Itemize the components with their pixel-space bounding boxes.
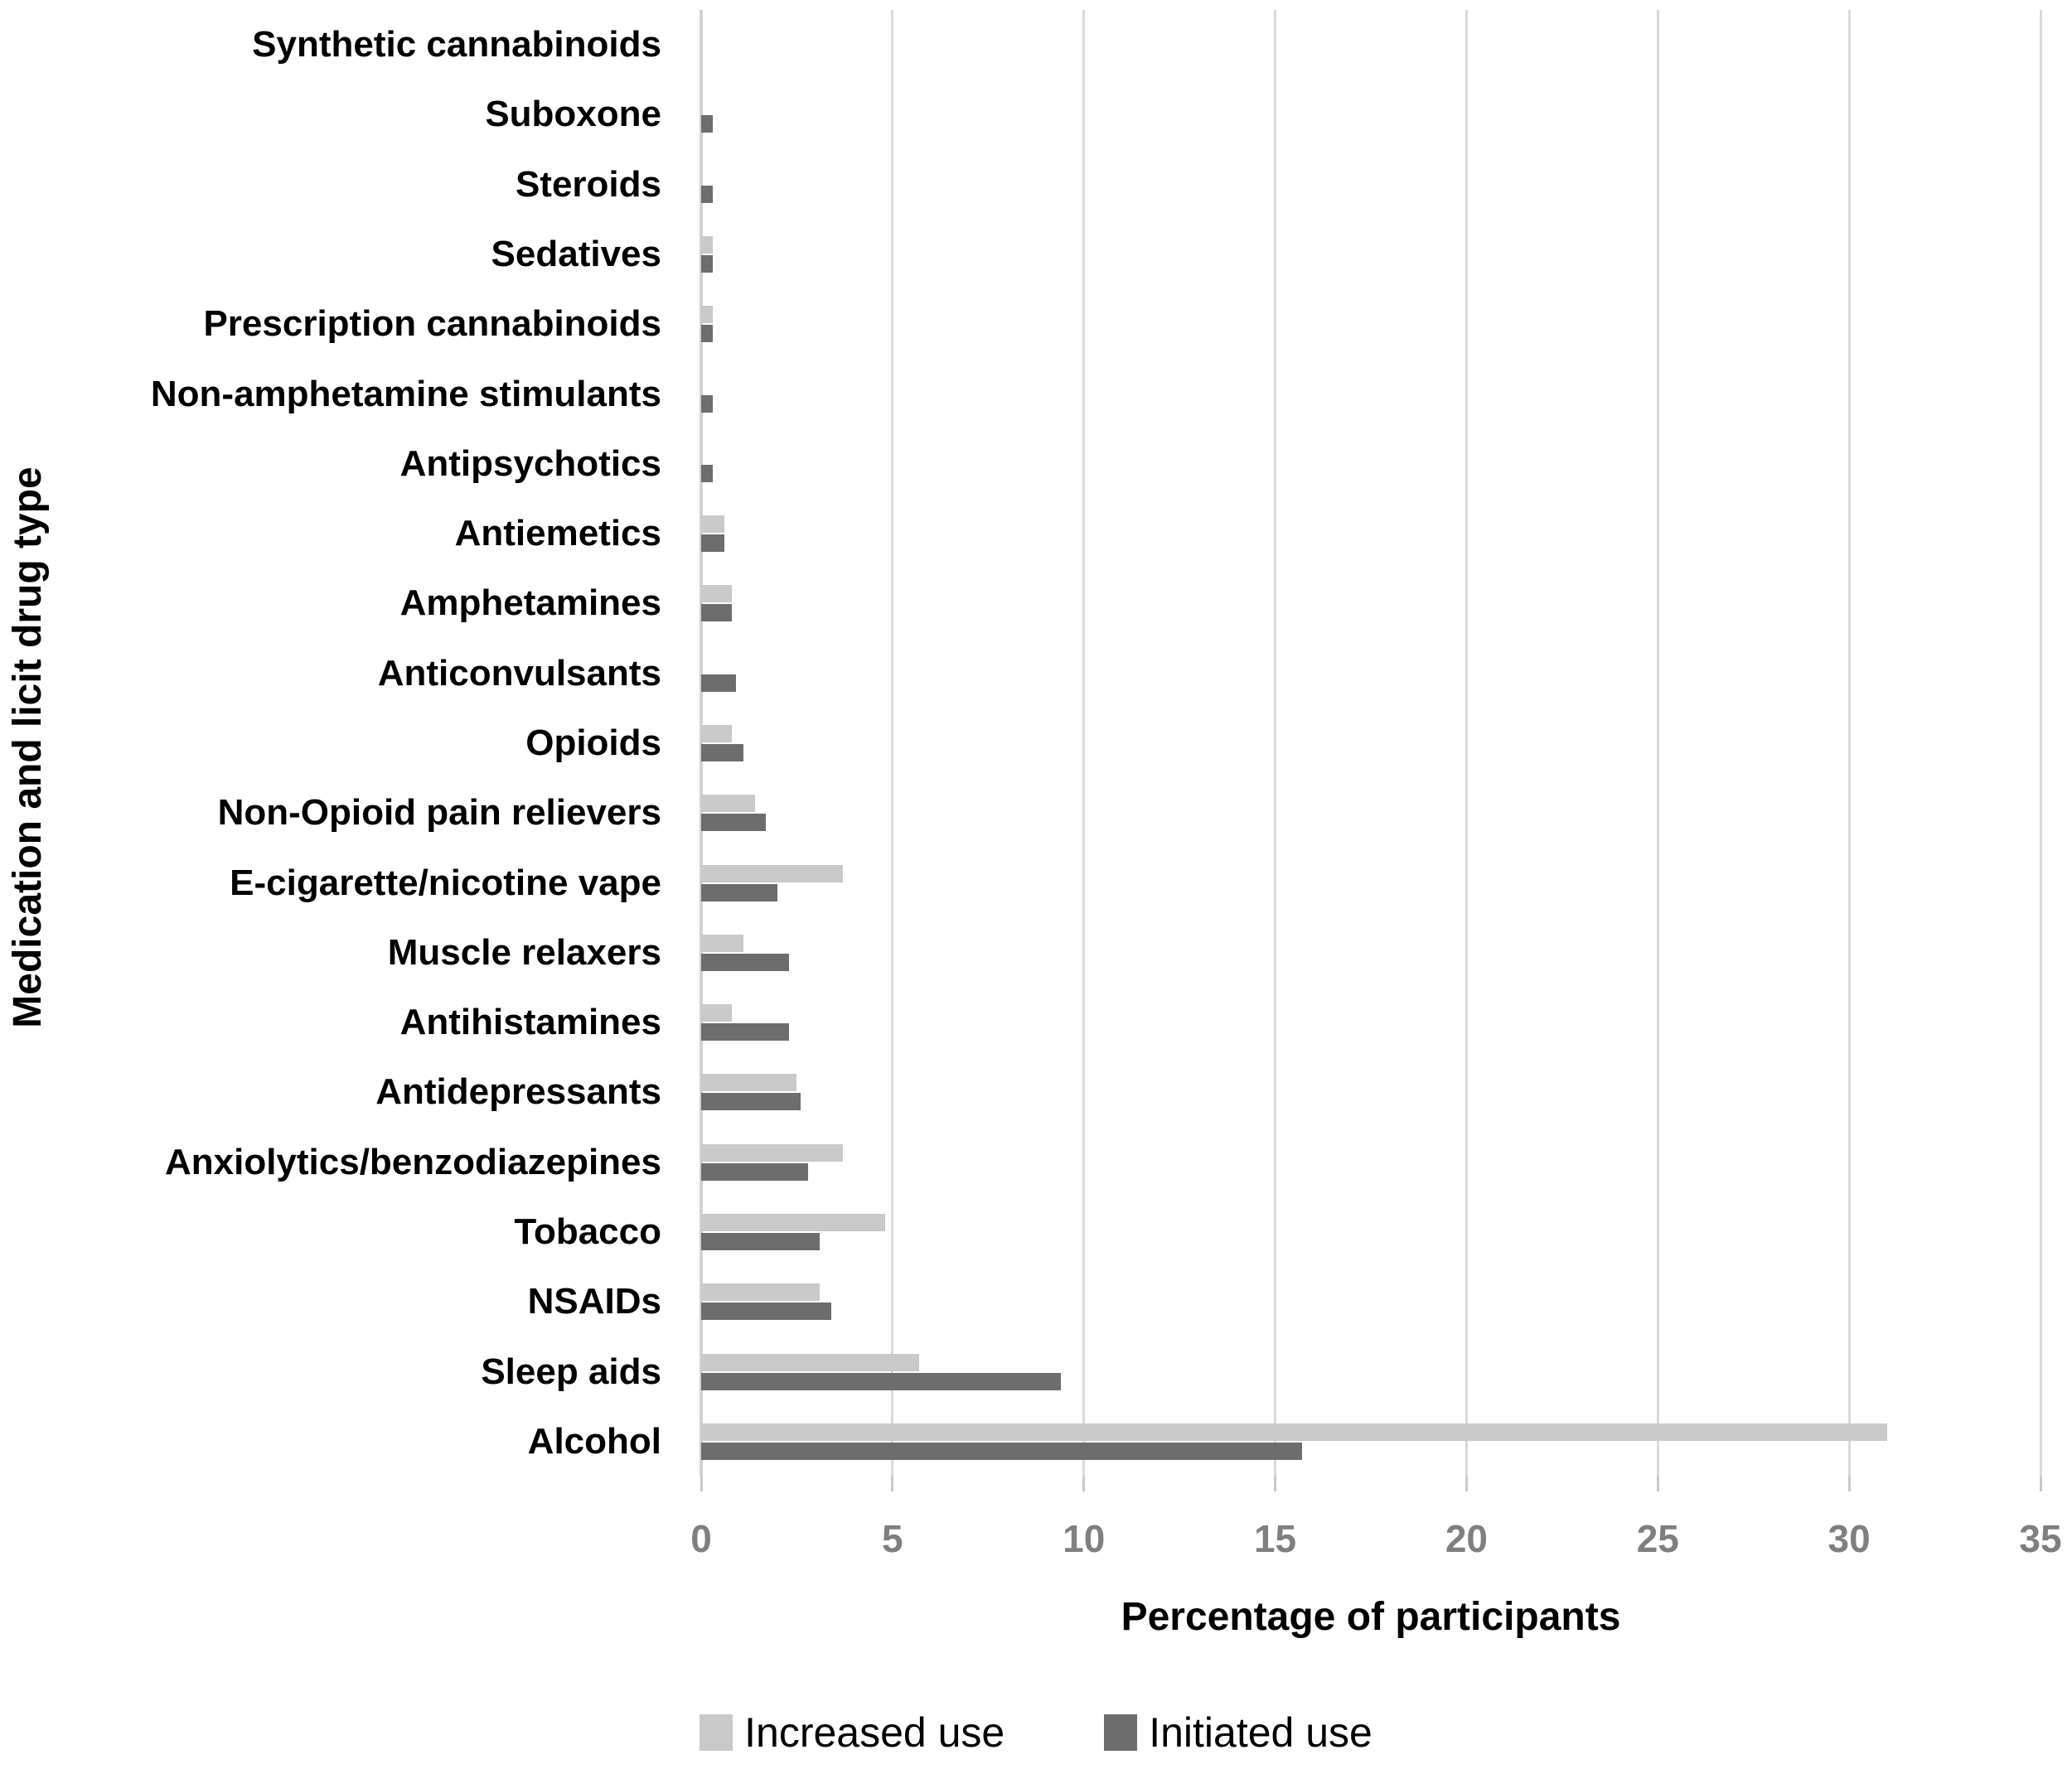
x-tick-label: 20 bbox=[1445, 1517, 1488, 1560]
bar-increased-use bbox=[701, 1283, 821, 1302]
category-label: Alcohol bbox=[527, 1420, 661, 1462]
category-label: Antidepressants bbox=[375, 1071, 661, 1113]
bar-initiated-use bbox=[701, 115, 713, 133]
bar-initiated-use bbox=[701, 534, 724, 553]
tick-mark bbox=[1847, 1477, 1851, 1491]
category-label: Amphetamines bbox=[399, 582, 661, 624]
plot-area bbox=[700, 10, 2042, 1477]
bar-increased-use bbox=[701, 515, 724, 534]
x-axis-title: Percentage of participants bbox=[1121, 1595, 1621, 1639]
category-label: Anxiolytics/benzodiazepines bbox=[164, 1141, 661, 1182]
bar-initiated-use bbox=[701, 1372, 1061, 1390]
category-label: Tobacco bbox=[514, 1211, 661, 1252]
bar-initiated-use bbox=[701, 1162, 809, 1181]
bar-initiated-use bbox=[701, 604, 732, 622]
bar-initiated-use bbox=[701, 185, 713, 203]
bar-increased-use bbox=[701, 934, 743, 952]
category-label: Sedatives bbox=[491, 234, 661, 274]
gridline bbox=[2039, 10, 2042, 1477]
legend-item-increased-use: Increased use bbox=[700, 1709, 1005, 1757]
category-axis: Synthetic cannabinoids Suboxone Steroids Se… bbox=[0, 0, 681, 1486]
bar-initiated-use bbox=[701, 883, 778, 901]
bar-initiated-use bbox=[701, 1093, 801, 1111]
bar-increased-use bbox=[701, 795, 755, 813]
tick-mark bbox=[2039, 1477, 2042, 1491]
bar-initiated-use bbox=[701, 1233, 821, 1250]
bar-initiated-use bbox=[701, 744, 743, 761]
category-label: Antiemetics bbox=[454, 513, 661, 554]
legend-label: Initiated use bbox=[1149, 1709, 1372, 1756]
bar-initiated-use bbox=[701, 814, 767, 832]
category-label: Non-amphetamine stimulants bbox=[150, 373, 661, 414]
tick-mark bbox=[1274, 1477, 1277, 1491]
bar-initiated-use bbox=[701, 674, 736, 692]
bar-initiated-use bbox=[701, 1442, 1302, 1460]
bar-initiated-use bbox=[701, 255, 713, 273]
category-label: Non-Opioid pain relievers bbox=[217, 792, 661, 834]
gridline bbox=[1847, 10, 1851, 1477]
x-tick-label: 15 bbox=[1253, 1517, 1297, 1560]
bar-initiated-use bbox=[701, 325, 713, 343]
tick-mark bbox=[891, 1477, 894, 1491]
bar-initiated-use bbox=[701, 1023, 790, 1042]
bar-increased-use bbox=[701, 1074, 797, 1092]
bar-initiated-use bbox=[701, 464, 713, 482]
legend-label: Increased use bbox=[744, 1709, 1005, 1756]
x-tick-label: 25 bbox=[1636, 1517, 1679, 1560]
category-label: NSAIDs bbox=[527, 1281, 661, 1322]
gridline bbox=[891, 10, 894, 1477]
gridline bbox=[1274, 10, 1277, 1477]
y-axis-line bbox=[700, 10, 703, 1477]
bar-increased-use bbox=[701, 1353, 920, 1371]
category-label: Muscle relaxers bbox=[387, 931, 661, 973]
category-label: Synthetic cannabinoids bbox=[252, 24, 661, 65]
category-label: Antipsychotics bbox=[399, 442, 661, 484]
legend-swatch bbox=[1104, 1714, 1138, 1751]
tick-mark bbox=[1082, 1477, 1086, 1491]
gridline bbox=[1656, 10, 1659, 1477]
x-tick-label: 35 bbox=[2019, 1517, 2062, 1560]
category-label: Steroids bbox=[515, 163, 661, 205]
x-tick-label: 10 bbox=[1063, 1517, 1106, 1560]
x-tick-label: 5 bbox=[882, 1517, 903, 1560]
bar-increased-use bbox=[701, 1143, 843, 1162]
tick-mark bbox=[1464, 1477, 1468, 1491]
gridline bbox=[1082, 10, 1086, 1477]
gridline bbox=[1464, 10, 1468, 1477]
bar-initiated-use bbox=[701, 953, 790, 971]
category-label: Sleep aids bbox=[481, 1351, 661, 1392]
bar-increased-use bbox=[701, 306, 713, 324]
x-tick-label: 30 bbox=[1828, 1517, 1871, 1560]
bar-increased-use bbox=[701, 236, 713, 254]
bar-increased-use bbox=[701, 585, 732, 603]
legend-swatch bbox=[700, 1714, 733, 1751]
legend-item-initiated-use: Initiated use bbox=[1104, 1709, 1372, 1757]
category-label: Opioids bbox=[525, 723, 661, 763]
legend: Increased use Initiated use bbox=[0, 1704, 2072, 1762]
category-label: Antihistamines bbox=[399, 1002, 661, 1043]
category-label: E-cigarette/nicotine vape bbox=[230, 862, 661, 903]
bar-initiated-use bbox=[701, 1303, 831, 1321]
category-label: Prescription cannabinoids bbox=[203, 303, 661, 345]
tick-mark bbox=[1656, 1477, 1659, 1491]
bar-increased-use bbox=[701, 1004, 732, 1022]
bar-increased-use bbox=[701, 864, 843, 882]
bar-initiated-use bbox=[701, 394, 713, 413]
bar-increased-use bbox=[701, 725, 732, 742]
bar-increased-use bbox=[701, 1214, 885, 1231]
tick-mark bbox=[700, 1477, 703, 1491]
x-tick-label: 0 bbox=[690, 1517, 712, 1560]
bar-increased-use bbox=[701, 1423, 1888, 1441]
category-label: Anticonvulsants bbox=[377, 652, 661, 694]
category-label: Suboxone bbox=[485, 94, 661, 135]
